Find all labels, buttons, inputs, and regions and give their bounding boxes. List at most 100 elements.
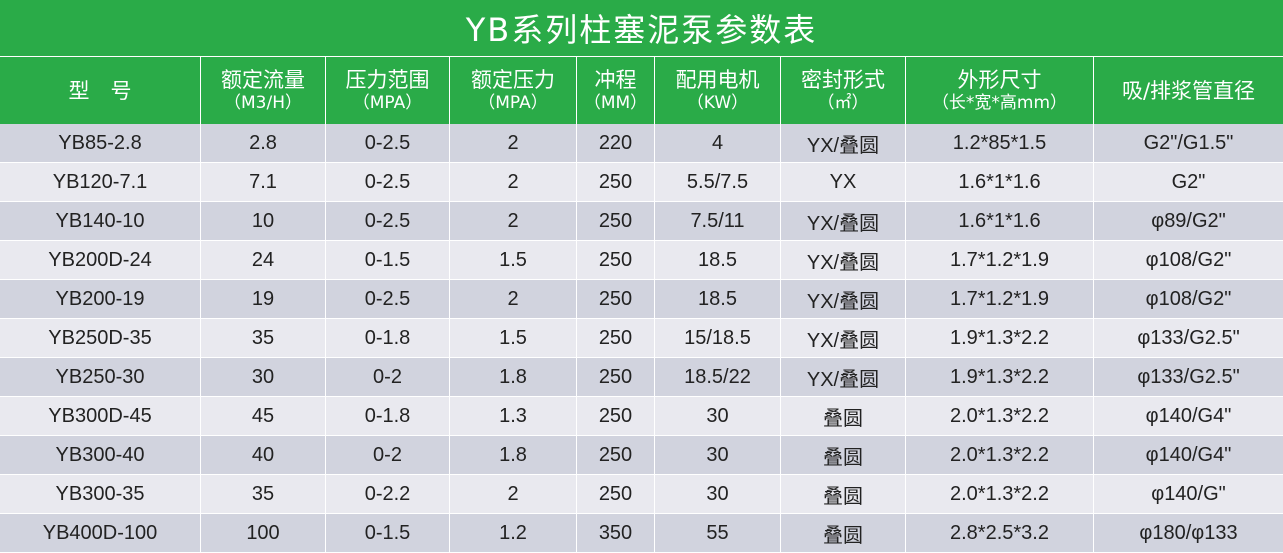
cell-motor: 18.5/22: [655, 358, 781, 396]
cell-model: YB250-30: [0, 358, 201, 396]
cell-motor: 30: [655, 475, 781, 513]
header-pipe-diameter: 吸/排浆管直径: [1094, 57, 1283, 124]
cell-dimensions: 1.9*1.3*2.2: [906, 358, 1094, 396]
cell-pipe-diameter: φ89/G2": [1151, 209, 1226, 232]
cell-motor: 18.5: [655, 241, 781, 279]
cell-dimensions: 1.6*1*1.6: [906, 202, 1094, 240]
table-row: YB85-2.8 2.8 0-2.5 2 220 4 YX/叠圆 1.2*85*1.5 G2"/…: [0, 124, 1283, 163]
cell-motor: 15/18.5: [655, 319, 781, 357]
cell-seal-type: YX/叠圆: [781, 358, 906, 396]
cell-seal-type: YX/叠圆: [781, 280, 906, 318]
header-label: 配用电机: [675, 67, 760, 92]
cell-pressure-range: 0-1.5: [326, 241, 450, 279]
cell-stroke: 250: [577, 397, 655, 435]
cell-rated-flow: 35: [201, 319, 326, 357]
cell-stroke: 250: [577, 241, 655, 279]
cell-rated-pressure: 1.8: [450, 436, 577, 474]
cell-pressure-range: 0-2: [326, 436, 450, 474]
cell-dimensions: 1.6*1*1.6: [906, 163, 1094, 201]
cell-rated-pressure: 1.5: [450, 319, 577, 357]
header-unit: （长*宽*高mm）: [931, 92, 1068, 113]
cell-rated-pressure: 2: [450, 280, 577, 318]
cell-rated-flow: 30: [201, 358, 326, 396]
header-unit: （KW）: [686, 92, 749, 113]
cell-model: YB300-40: [0, 436, 201, 474]
cell-pipe-diameter: φ108/G2": [1145, 248, 1232, 271]
header-pressure-range: 压力范围 （MPA）: [326, 57, 450, 124]
cell-pipe-diameter: φ133/G2.5": [1137, 365, 1240, 388]
table-row: YB140-10 10 0-2.5 2 250 7.5/11 YX/叠圆 1.6*1*1.6 φ…: [0, 202, 1283, 241]
header-label: 外形尺寸: [957, 67, 1042, 92]
cell-rated-pressure: 2: [450, 475, 577, 513]
cell-model: YB200D-24: [0, 241, 201, 279]
cell-seal-type: YX: [781, 163, 906, 201]
cell-stroke: 250: [577, 202, 655, 240]
cell-dimensions: 1.7*1.2*1.9: [906, 280, 1094, 318]
cell-seal-type: YX/叠圆: [781, 202, 906, 240]
header-unit: （MPA）: [478, 92, 548, 113]
cell-rated-pressure: 1.8: [450, 358, 577, 396]
cell-motor: 4: [655, 124, 781, 162]
cell-rated-flow: 45: [201, 397, 326, 435]
cell-rated-pressure: 1.3: [450, 397, 577, 435]
cell-seal-type: YX/叠圆: [781, 124, 906, 162]
cell-rated-flow: 7.1: [201, 163, 326, 201]
cell-dimensions: 2.0*1.3*2.2: [906, 436, 1094, 474]
cell-dimensions: 2.8*2.5*3.2: [906, 514, 1094, 552]
cell-model: YB200-19: [0, 280, 201, 318]
header-stroke: 冲程 （MM）: [577, 57, 655, 124]
cell-rated-pressure: 1.5: [450, 241, 577, 279]
cell-pressure-range: 0-2.5: [326, 163, 450, 201]
header-unit: （M3/H）: [224, 92, 302, 113]
cell-motor: 18.5: [655, 280, 781, 318]
cell-stroke: 220: [577, 124, 655, 162]
cell-dimensions: 1.2*85*1.5: [906, 124, 1094, 162]
cell-motor: 55: [655, 514, 781, 552]
cell-dimensions: 1.7*1.2*1.9: [906, 241, 1094, 279]
table-body: YB85-2.8 2.8 0-2.5 2 220 4 YX/叠圆 1.2*85*1.5 G2"/…: [0, 124, 1283, 553]
cell-rated-pressure: 2: [450, 124, 577, 162]
cell-dimensions: 2.0*1.3*2.2: [906, 475, 1094, 513]
cell-pressure-range: 0-2.5: [326, 202, 450, 240]
cell-seal-type: 叠圆: [781, 475, 906, 513]
header-label: 密封形式: [801, 67, 885, 92]
cell-seal-type: YX/叠圆: [781, 319, 906, 357]
cell-pipe-diameter: G2"/G1.5": [1143, 131, 1234, 154]
cell-rated-flow: 100: [201, 514, 326, 552]
cell-rated-flow: 35: [201, 475, 326, 513]
cell-rated-flow: 10: [201, 202, 326, 240]
cell-rated-flow: 2.8: [201, 124, 326, 162]
header-label: 吸/排浆管直径: [1121, 78, 1256, 103]
cell-pressure-range: 0-2.5: [326, 280, 450, 318]
cell-stroke: 250: [577, 319, 655, 357]
cell-pipe-diameter: φ140/G4": [1145, 404, 1232, 427]
cell-pressure-range: 0-2: [326, 358, 450, 396]
cell-stroke: 250: [577, 358, 655, 396]
table-row: YB120-7.1 7.1 0-2.5 2 250 5.5/7.5 YX 1.6*1*1.6 G…: [0, 163, 1283, 202]
cell-stroke: 250: [577, 475, 655, 513]
cell-pressure-range: 0-1.8: [326, 319, 450, 357]
cell-model: YB400D-100: [0, 514, 201, 552]
table-row: YB300D-45 45 0-1.8 1.3 250 30 叠圆 2.0*1.3*2.2 φ14…: [0, 397, 1283, 436]
cell-pipe-diameter: φ140/G": [1151, 482, 1226, 505]
cell-pressure-range: 0-2.2: [326, 475, 450, 513]
cell-model: YB120-7.1: [0, 163, 201, 201]
table-row: YB300-35 35 0-2.2 2 250 30 叠圆 2.0*1.3*2.2 φ140/G…: [0, 475, 1283, 514]
cell-model: YB300D-45: [0, 397, 201, 435]
cell-pipe-diameter: φ108/G2": [1145, 287, 1232, 310]
cell-motor: 7.5/11: [655, 202, 781, 240]
cell-rated-flow: 19: [201, 280, 326, 318]
header-rated-pressure: 额定压力 （MPA）: [450, 57, 577, 124]
cell-stroke: 250: [577, 436, 655, 474]
cell-model: YB250D-35: [0, 319, 201, 357]
cell-motor: 30: [655, 397, 781, 435]
table-row: YB300-40 40 0-2 1.8 250 30 叠圆 2.0*1.3*2.2 φ140/G…: [0, 436, 1283, 475]
cell-rated-flow: 40: [201, 436, 326, 474]
cell-pressure-range: 0-2.5: [326, 124, 450, 162]
header-model: 型 号: [0, 57, 201, 124]
header-label: 冲程: [594, 67, 637, 92]
cell-rated-flow: 24: [201, 241, 326, 279]
cell-dimensions: 1.9*1.3*2.2: [906, 319, 1094, 357]
header-unit: （MPA）: [352, 92, 423, 113]
cell-pressure-range: 0-1.5: [326, 514, 450, 552]
